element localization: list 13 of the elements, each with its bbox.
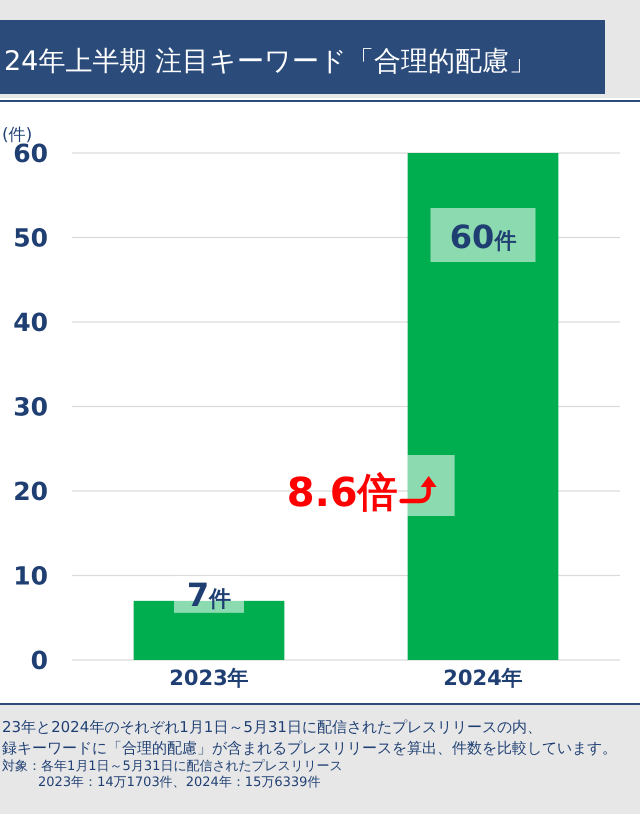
- y-tick-label: 10: [13, 562, 48, 590]
- x-tick-label: 2023年: [169, 666, 249, 690]
- data-label: 7件: [186, 576, 232, 614]
- y-tick-label: 20: [13, 477, 48, 506]
- title: 24年上半期 注目キーワード「合理的配慮」: [4, 46, 536, 77]
- annotation: 8.6倍: [286, 470, 398, 516]
- data-label: 60件: [450, 218, 516, 256]
- x-tick-label: 2024年: [443, 666, 523, 690]
- y-tick-label: 40: [13, 308, 48, 337]
- y-tick-label: 30: [13, 392, 48, 422]
- y-tick-label: 0: [30, 646, 48, 675]
- ylabel: (件): [2, 125, 32, 145]
- y-tick-label: 50: [13, 224, 48, 252]
